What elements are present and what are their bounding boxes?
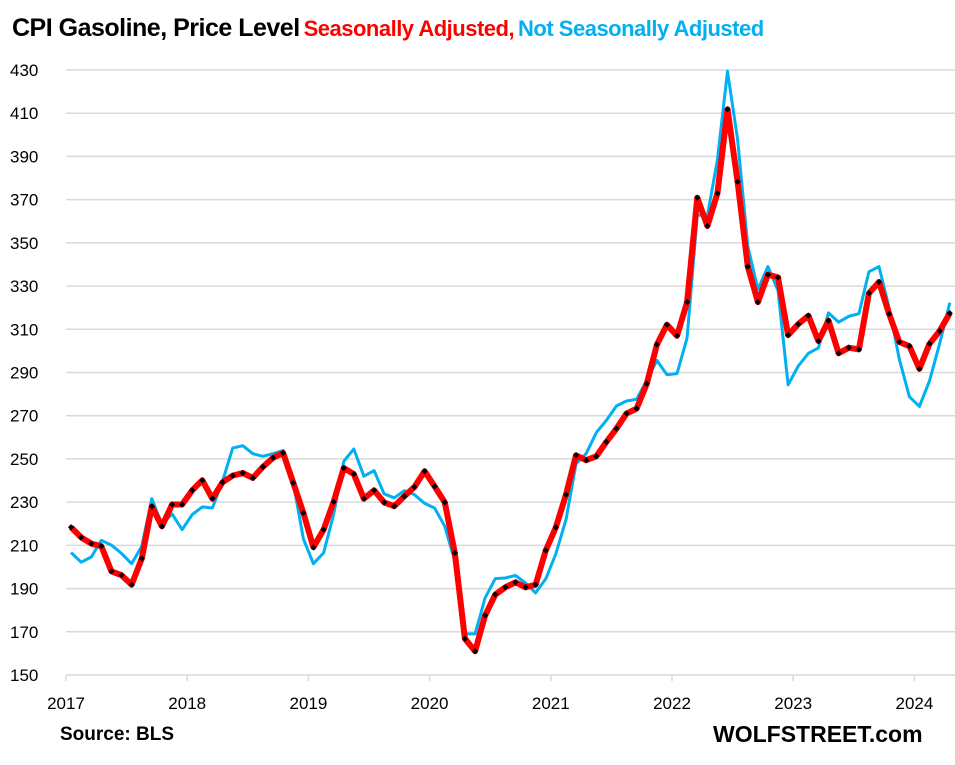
data-point-marker [401, 493, 408, 500]
data-point-marker [613, 425, 620, 432]
source-label: Source: BLS [60, 724, 175, 745]
data-point-marker [603, 438, 610, 445]
data-point-marker [906, 343, 913, 350]
data-point-marker [411, 483, 418, 491]
data-point-marker [562, 491, 570, 498]
data-point-marker [512, 579, 519, 586]
data-point-marker [684, 298, 691, 306]
data-point-marker [340, 464, 347, 472]
data-point-marker [199, 477, 206, 484]
data-point-marker [774, 274, 782, 281]
data-point-marker [633, 405, 640, 412]
data-point-marker [138, 555, 145, 562]
gridlines [66, 69, 955, 676]
data-point-marker [542, 547, 549, 554]
data-point-marker [785, 332, 792, 339]
y-tick-label: 190 [10, 580, 38, 599]
data-point-marker [350, 470, 357, 478]
data-point-marker [875, 278, 883, 286]
data-point-marker [865, 290, 873, 297]
data-point-marker [148, 503, 155, 510]
x-tick-label: 2017 [47, 694, 85, 713]
data-point-marker [461, 635, 469, 642]
y-tick-label: 150 [10, 666, 38, 685]
y-tick-label: 230 [10, 493, 38, 512]
data-point-marker [552, 524, 559, 531]
data-point-marker [532, 581, 539, 588]
series-line-seasonally-adjusted [68, 106, 953, 655]
data-point-marker [522, 584, 529, 591]
x-tick-label: 2020 [411, 694, 449, 713]
legend-seasonally-adjusted: Seasonally Adjusted, [303, 16, 515, 41]
data-point-marker [259, 463, 267, 471]
y-tick-label: 270 [10, 407, 38, 426]
data-point-marker [623, 410, 630, 417]
data-point-marker [431, 483, 438, 490]
y-tick-label: 250 [10, 450, 38, 469]
data-point-marker [936, 327, 943, 335]
data-point-marker [381, 499, 388, 506]
y-tick-label: 350 [10, 234, 38, 253]
chart-title: CPI Gasoline, Price Level Seasonally Adj… [12, 14, 764, 43]
data-point-marker [249, 474, 256, 482]
y-tick-label: 170 [10, 623, 38, 642]
data-point-marker [754, 298, 761, 306]
data-point-marker [360, 495, 368, 502]
data-point-marker [441, 499, 448, 506]
x-tick-label: 2024 [895, 694, 933, 713]
y-tick-label: 210 [10, 536, 38, 555]
data-point-marker [502, 584, 509, 591]
data-point-marker [158, 523, 166, 530]
x-axis: 2017 2018 2019 2020 2021 2022 2023 2024 [47, 675, 933, 713]
legend-not-seasonally-adjusted: Not Seasonally Adjusted [518, 16, 764, 41]
data-point-marker [825, 317, 832, 324]
chart-title-main: CPI Gasoline, Price Level [12, 14, 300, 42]
data-point-marker [421, 468, 428, 475]
y-tick-label: 310 [10, 320, 38, 339]
y-tick-label: 430 [10, 61, 38, 80]
data-point-marker [280, 449, 287, 456]
brand-label: WOLFSTREET.com [713, 721, 923, 747]
data-point-marker [764, 271, 772, 278]
x-tick-label: 2018 [168, 694, 206, 713]
data-point-marker [330, 498, 337, 506]
y-tick-label: 370 [10, 191, 38, 210]
y-tick-label: 390 [10, 147, 38, 166]
data-point-marker [673, 332, 681, 339]
data-point-marker [290, 479, 297, 487]
x-tick-label: 2021 [532, 694, 570, 713]
data-point-marker [269, 454, 277, 461]
y-tick-label: 330 [10, 277, 38, 296]
y-axis: 150 170 190 210 230 250 270 290 310 330 350 370 390 4… [10, 61, 38, 685]
x-tick-label: 2022 [653, 694, 691, 713]
x-tick-label: 2023 [774, 694, 812, 713]
y-tick-label: 410 [10, 104, 38, 123]
data-point-marker [370, 487, 378, 494]
data-point-marker [391, 503, 398, 510]
data-point-marker [946, 309, 953, 317]
data-point-marker [663, 321, 671, 328]
data-point-marker [916, 365, 923, 372]
x-tick-label: 2019 [289, 694, 327, 713]
series-group [67, 69, 953, 655]
y-tick-label: 290 [10, 364, 38, 383]
